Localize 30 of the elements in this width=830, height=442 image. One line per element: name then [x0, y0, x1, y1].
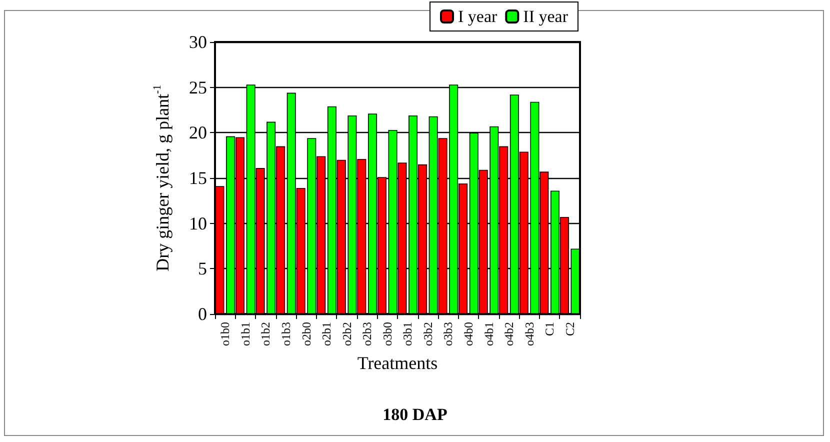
y-tick-label: 0	[198, 304, 207, 324]
legend-label: I year	[458, 7, 498, 26]
x-tick-label: o3b1	[400, 322, 415, 346]
x-tick-label: C2	[562, 322, 577, 336]
x-tick-label: o4b3	[522, 322, 536, 346]
x-tick-label: o4b2	[502, 322, 516, 346]
x-tick-label: o3b2	[420, 322, 435, 346]
y-tick-label: 15	[189, 168, 207, 188]
x-tick-label: o1b1	[238, 322, 252, 346]
x-tick-label: o2b1	[320, 322, 334, 346]
y-tick-label: 25	[189, 77, 207, 98]
x-tick-label: o4b1	[482, 322, 496, 346]
x-tick-label: o3b3	[441, 322, 456, 346]
x-tick-label: o4b0	[461, 322, 476, 346]
x-tick-label: o1b2	[258, 322, 273, 346]
x-tick-label: o3b0	[380, 322, 394, 346]
x-tick-label: o1b3	[278, 322, 293, 346]
text: 180 DAP	[382, 405, 448, 424]
y-tick-label: 10	[189, 213, 207, 234]
x-tick-label: C1	[542, 322, 557, 336]
x-tick-label: o1b0	[218, 322, 232, 346]
x-tick-label: o2b2	[340, 322, 354, 346]
legend-label: II year	[523, 7, 568, 26]
y-tick-label: 5	[198, 258, 207, 279]
x-tick-label: o2b0	[299, 322, 314, 346]
x-axis-title: Treatments	[357, 353, 438, 373]
y-tick-label: 20	[189, 122, 207, 143]
y-axis-title: Dry ginger yield, g plant-1	[152, 84, 172, 272]
y-tick-label: 30	[189, 32, 207, 52]
x-tick-label: o2b3	[360, 322, 374, 346]
